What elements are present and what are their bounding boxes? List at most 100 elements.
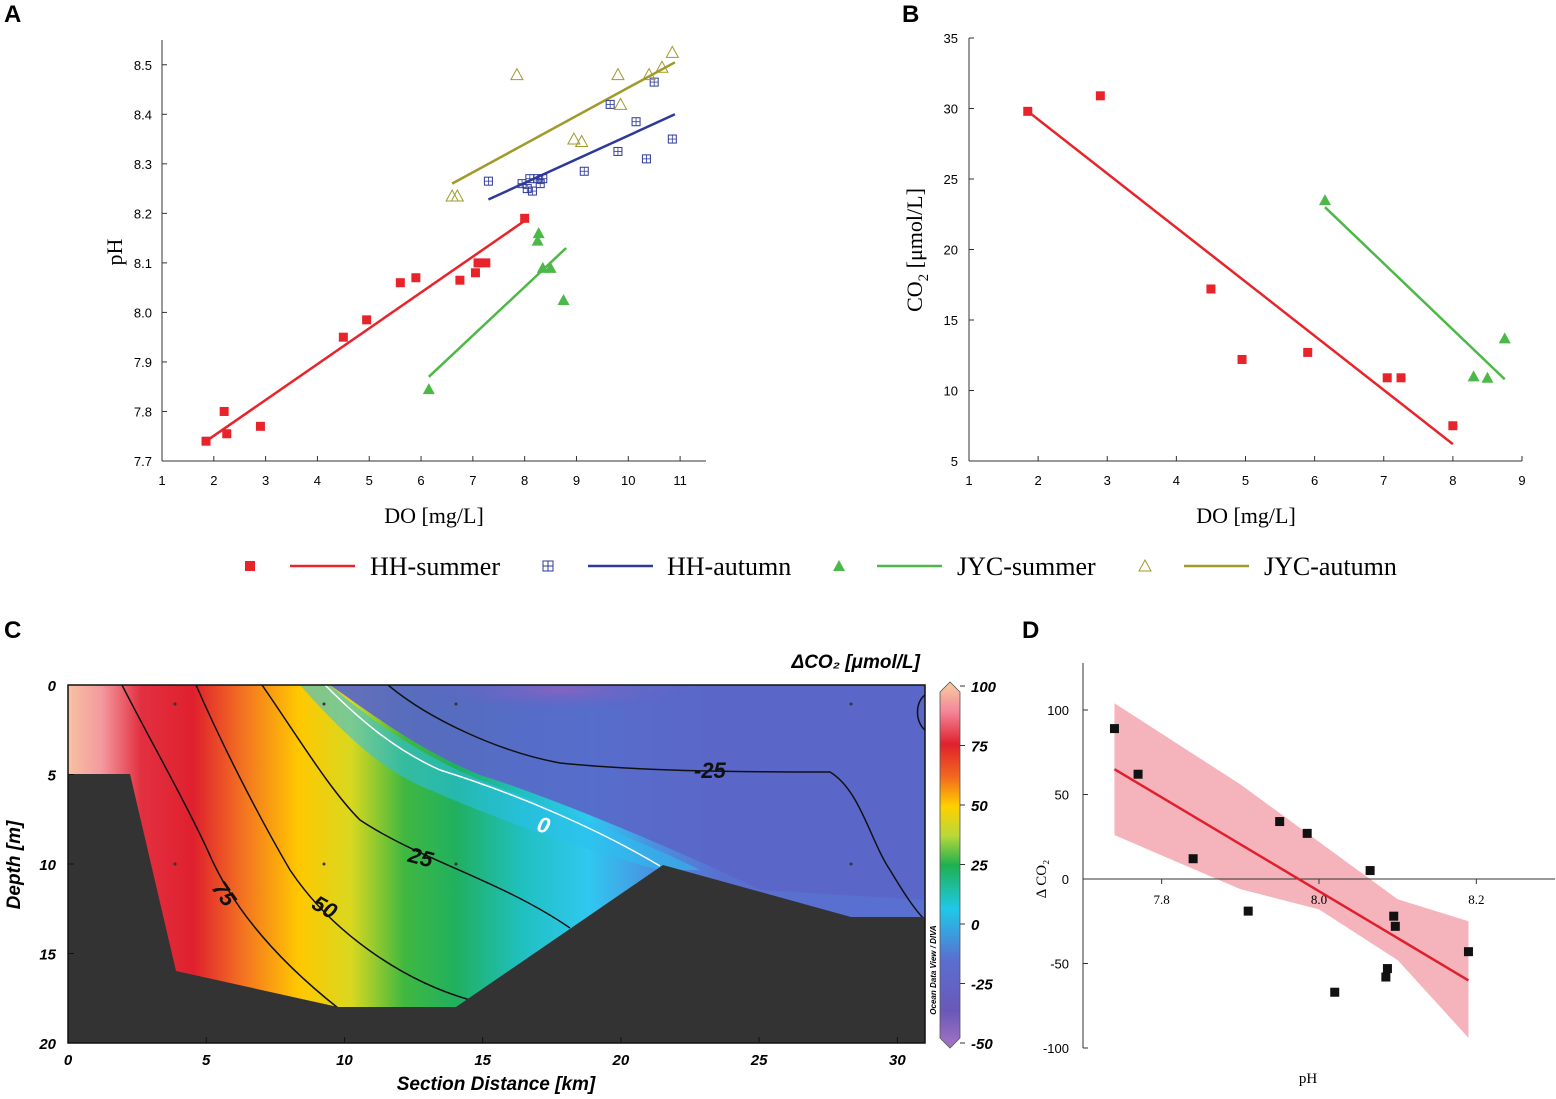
data-point <box>557 294 570 306</box>
data-point <box>531 234 544 246</box>
panel-a-ylabel: pH <box>102 238 127 265</box>
colorbar-tick-label: 0 <box>971 917 980 934</box>
y-tick-label: 25 <box>944 172 958 187</box>
data-point <box>579 166 589 176</box>
data-point <box>520 213 530 223</box>
data-point <box>1382 373 1392 383</box>
panel-b-ylabel-rest: [μmol/L] <box>902 188 927 274</box>
y-tick-label: 20 <box>38 1036 56 1053</box>
data-point <box>473 258 483 268</box>
contour-line <box>261 685 571 929</box>
data-point <box>481 258 491 268</box>
panel-c-field: 75 50 25 0 -25 <box>68 685 925 1043</box>
data-point <box>544 261 557 273</box>
x-tick-label: 1 <box>965 473 972 488</box>
x-tick-label: 3 <box>1104 473 1111 488</box>
x-tick-label: 8.0 <box>1311 892 1327 907</box>
colorbar-tick-label: 25 <box>970 858 988 875</box>
data-point <box>1389 911 1399 921</box>
y-tick-label: 0 <box>1062 872 1069 887</box>
panel-b-xlabel: DO [mg/L] <box>1196 503 1296 528</box>
data-point <box>517 179 527 189</box>
panel-c-xlabel: Section Distance [km] <box>397 1074 596 1095</box>
data-point <box>422 383 435 395</box>
data-point <box>532 227 545 239</box>
data-point <box>395 278 405 288</box>
data-point <box>1303 347 1313 357</box>
colorbar-tick-label: 100 <box>971 679 997 696</box>
panel-c-title: ΔCO₂ [μmol/L] <box>790 652 920 673</box>
panel-label-d: D <box>1022 617 1039 644</box>
data-point <box>1498 332 1511 344</box>
panel-c-ylabel: Depth [m] <box>4 820 25 909</box>
data-point <box>1330 987 1340 997</box>
y-tick-label: 10 <box>39 857 56 874</box>
data-point <box>1463 947 1473 957</box>
y-tick-label: 7.9 <box>134 355 152 370</box>
data-point <box>1243 906 1253 916</box>
data-point <box>255 421 265 431</box>
x-tick-label: 25 <box>750 1052 768 1069</box>
fit-line-hh-autumn <box>487 113 676 201</box>
fit-line-hh-summer <box>205 219 526 443</box>
contour-label-neg25: -25 <box>694 758 727 783</box>
panel-label-a: A <box>4 1 21 28</box>
y-tick-label: 7.7 <box>134 454 152 469</box>
y-tick-label: 5 <box>48 768 57 785</box>
data-point <box>665 45 680 58</box>
colorbar-tick-label: 50 <box>971 798 988 815</box>
y-tick-label: 8.5 <box>134 58 152 73</box>
x-tick-label: 11 <box>673 473 687 488</box>
data-point <box>1095 91 1105 101</box>
data-point <box>1133 769 1143 779</box>
data-point <box>510 67 524 81</box>
contour-line <box>195 685 471 1001</box>
data-point <box>1275 817 1285 827</box>
legend-label-jyc-summer: JYC-summer <box>957 552 1096 581</box>
data-point <box>655 60 669 73</box>
x-tick-label: 7.8 <box>1154 892 1170 907</box>
x-tick-label: 8.2 <box>1468 892 1484 907</box>
colorbar-tick-label: 75 <box>971 739 988 756</box>
y-tick-label: 8.0 <box>134 305 152 320</box>
data-point <box>536 261 549 273</box>
y-tick-label: 0 <box>48 678 57 695</box>
data-point <box>1396 373 1406 383</box>
y-tick-label: 15 <box>944 313 958 328</box>
data-point <box>219 406 229 416</box>
data-point <box>222 429 232 439</box>
y-tick-label: 30 <box>944 102 958 117</box>
fit-line-hh-summer <box>1026 110 1454 446</box>
legend-marker-jyc-autumn <box>1138 558 1152 572</box>
data-point <box>1381 972 1391 982</box>
data-point <box>1467 370 1480 382</box>
data-point <box>1206 284 1216 294</box>
x-tick-label: 7 <box>1380 473 1387 488</box>
data-point <box>1318 194 1331 206</box>
panel-d-xlabel: pH <box>1299 1071 1318 1087</box>
contour-line <box>916 694 925 731</box>
data-point <box>1302 828 1312 838</box>
x-tick-label: 10 <box>621 473 635 488</box>
y-tick-label: 8.1 <box>134 256 152 271</box>
fit-line-jyc-summer <box>1324 206 1506 381</box>
data-point <box>535 179 545 189</box>
y-tick-label: 8.3 <box>134 157 152 172</box>
data-point <box>1481 371 1494 383</box>
y-tick-label: 50 <box>1055 788 1069 803</box>
contour-line <box>121 685 339 1009</box>
colorbar-tick-label: -50 <box>971 1036 993 1053</box>
y-tick-label: 35 <box>944 31 958 46</box>
x-tick-label: 2 <box>1035 473 1042 488</box>
data-point <box>1365 866 1375 876</box>
y-tick-label: 5 <box>951 454 958 469</box>
contour-line <box>387 685 925 921</box>
data-point <box>631 117 641 127</box>
x-tick-label: 4 <box>314 473 321 488</box>
panel-c-seafloor <box>68 774 925 1043</box>
panel-b-ylabel-main: CO <box>902 281 927 312</box>
panel-b-ylabel: CO2 [μmol/L] <box>902 188 932 312</box>
data-point <box>527 186 537 196</box>
